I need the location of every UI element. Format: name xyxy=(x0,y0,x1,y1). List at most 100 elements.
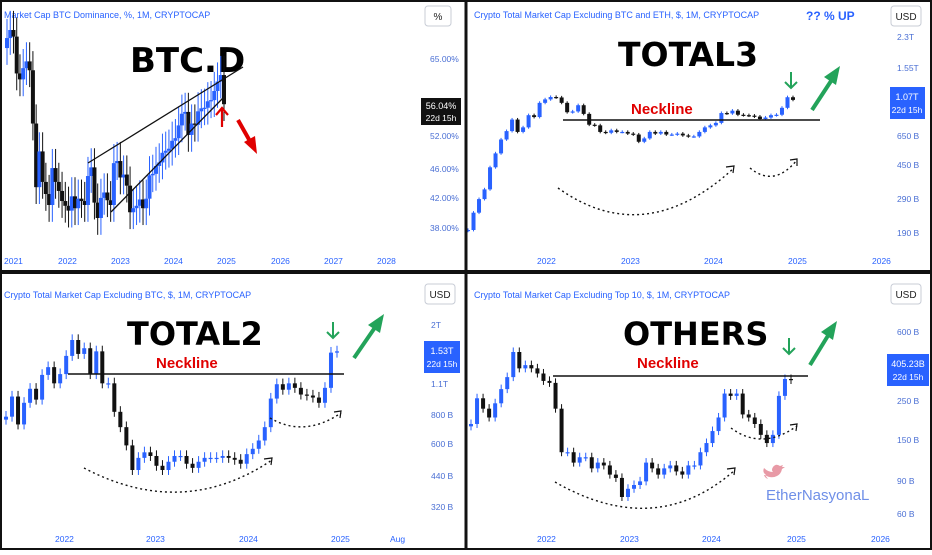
cup-curve xyxy=(554,469,736,509)
x-tick: 2026 xyxy=(871,534,890,544)
candle-body xyxy=(176,125,181,139)
candle-body xyxy=(124,174,129,186)
candle-body xyxy=(601,462,606,466)
candle-body xyxy=(469,423,473,427)
y-tick: 65.00% xyxy=(430,54,459,64)
candle-body xyxy=(335,351,339,353)
candle-body xyxy=(60,190,65,202)
candle-body xyxy=(163,150,168,153)
candle-body xyxy=(782,378,787,396)
candle-body xyxy=(675,133,680,135)
candle-body xyxy=(70,340,75,356)
candle-body xyxy=(166,148,171,151)
candle-body xyxy=(40,151,45,182)
candle-body xyxy=(115,161,120,164)
candle-body xyxy=(581,105,586,114)
price-value: 56.04% xyxy=(426,101,457,111)
x-tick: 2024 xyxy=(702,534,721,544)
candle-body xyxy=(716,417,721,432)
candle-body xyxy=(76,198,81,209)
candle-body xyxy=(150,173,155,176)
candle-body xyxy=(488,167,493,190)
x-tick: 2024 xyxy=(704,256,723,266)
up-arrow-icon xyxy=(810,66,840,112)
candle-body xyxy=(310,395,315,398)
currency-button[interactable] xyxy=(890,5,922,27)
candle-body xyxy=(17,73,22,80)
panel-others: Crypto Total Market Cap Excluding Top 10… xyxy=(469,276,932,550)
handle-arrowhead xyxy=(333,410,342,419)
candle-body xyxy=(10,396,15,417)
currency-button[interactable] xyxy=(424,283,456,305)
y-tick: 440 B xyxy=(431,471,454,481)
candle-body xyxy=(250,448,255,455)
candle-body xyxy=(5,38,9,49)
candle-body xyxy=(108,200,113,205)
candle-body xyxy=(73,196,78,209)
y-tick: 150 B xyxy=(897,435,920,445)
candle-body xyxy=(202,457,207,462)
candle-body xyxy=(102,192,107,198)
candle-body xyxy=(148,452,153,456)
candle-body xyxy=(724,113,729,115)
candle-body xyxy=(209,100,214,102)
candle-body xyxy=(43,181,48,195)
candle-body xyxy=(702,127,707,132)
y-tick: 2.3T xyxy=(897,32,914,42)
candle-body xyxy=(34,388,39,400)
header-note: ?? % UP xyxy=(806,9,855,23)
candle-body xyxy=(768,115,773,118)
candle-body xyxy=(577,457,582,463)
currency-button[interactable] xyxy=(890,283,922,305)
x-tick: 2022 xyxy=(55,534,74,544)
currency-button[interactable] xyxy=(424,5,452,27)
countdown: 22d 15h xyxy=(893,372,924,382)
price-value: 1.53T xyxy=(430,346,454,356)
up-arrow-icon xyxy=(352,314,384,360)
x-tick: 2023 xyxy=(620,534,639,544)
price-value: 405.23B xyxy=(891,359,925,369)
candle-body xyxy=(553,382,558,409)
candle-body xyxy=(691,136,696,138)
candle-body xyxy=(535,368,540,374)
candle-body xyxy=(598,125,603,132)
candle-body xyxy=(493,403,498,418)
candle-body xyxy=(153,165,158,174)
x-tick: 2023 xyxy=(146,534,165,544)
y-tick: 60 B xyxy=(897,509,915,519)
candle-body xyxy=(82,348,87,354)
candle-body xyxy=(47,194,52,205)
candle-body xyxy=(286,383,291,390)
candle-body xyxy=(565,102,570,113)
candle-body xyxy=(14,36,19,74)
candle-body xyxy=(764,434,769,444)
currency-label: USD xyxy=(429,290,450,301)
candle-body xyxy=(698,452,703,466)
candle-body xyxy=(124,427,129,446)
panel-total3: Crypto Total Market Cap Excluding BTC an… xyxy=(466,0,932,268)
cup-curve xyxy=(83,459,273,493)
x-tick: 2026 xyxy=(872,256,891,266)
countdown: 22d 15h xyxy=(427,359,458,369)
candle-body xyxy=(625,488,630,497)
candle-body xyxy=(740,393,745,415)
candle-body xyxy=(576,105,581,112)
candle-body xyxy=(141,199,146,209)
price-badge xyxy=(890,87,925,119)
panel-total2: Crypto Total Market Cap Excluding BTC, $… xyxy=(4,276,466,550)
candle-body xyxy=(226,455,231,458)
candle-body xyxy=(27,61,32,71)
cup-arrowhead xyxy=(263,457,273,466)
y-tick: 800 B xyxy=(431,410,454,420)
candle-body xyxy=(218,75,223,82)
candle-body xyxy=(147,175,152,199)
ticker-label: OTHERS xyxy=(623,315,768,353)
price-axis xyxy=(884,276,932,550)
candle-body xyxy=(791,97,795,100)
candle-body xyxy=(244,454,249,464)
candle-body xyxy=(650,462,655,469)
candle-body xyxy=(493,153,498,168)
candle-body xyxy=(56,181,61,191)
candle-body xyxy=(515,119,520,132)
